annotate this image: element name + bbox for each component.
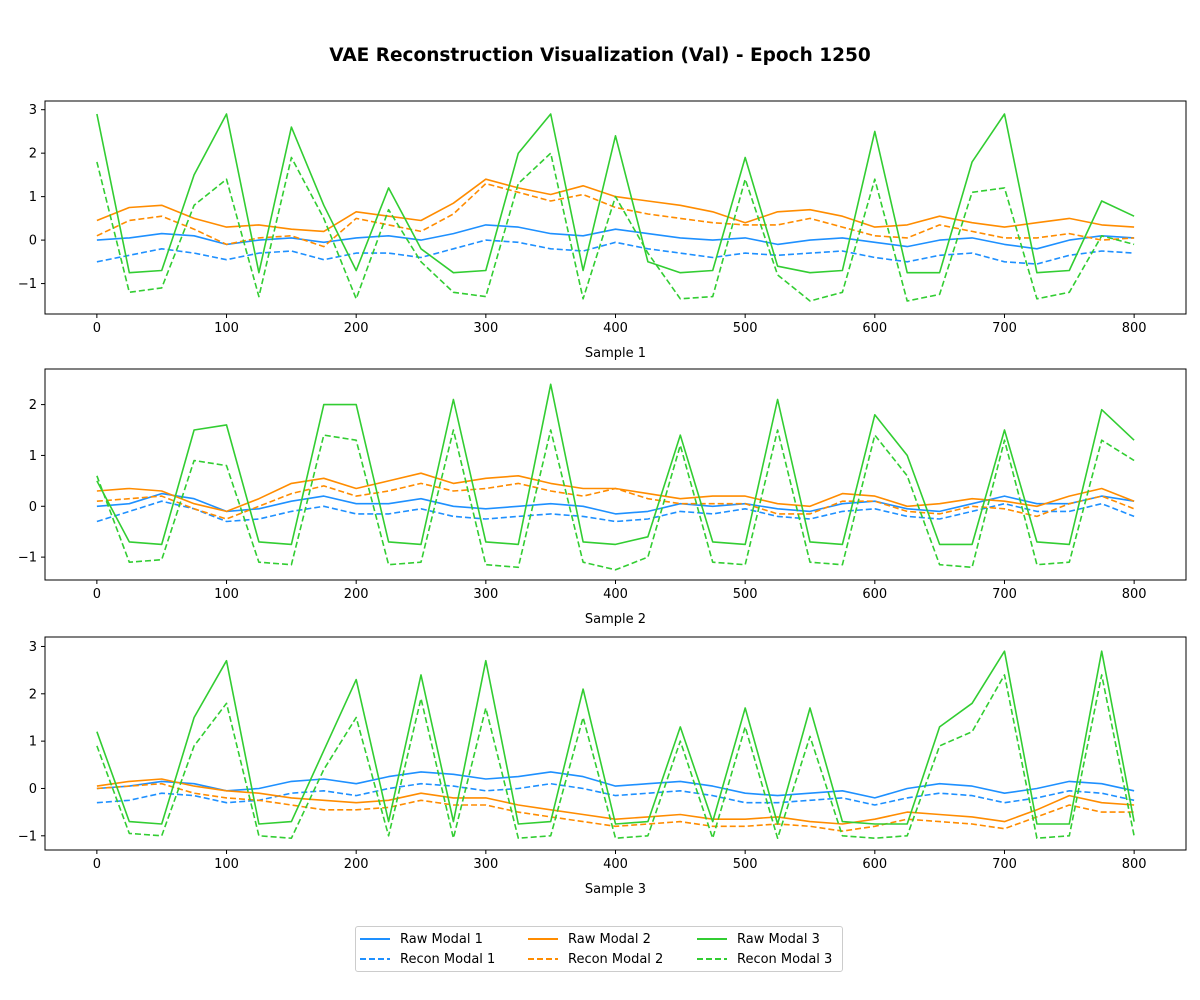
chart-sample-3: 0 100 200 300 400 500 600 700 800 −1 0 1 2 3 Sample 3 (18, 636, 1187, 897)
legend-label-recon-modal-2: Recon Modal 2 (568, 951, 664, 967)
x-axis-label-sample-1: Sample 1 (585, 346, 646, 361)
x-tick-label-0-sample-2: 0 (93, 587, 101, 602)
x-tick-label-200-sample-2: 200 (344, 587, 369, 602)
x-tick-label-100-sample-2: 100 (214, 587, 239, 602)
series-recon-modal-1-sample-3 (96, 782, 1135, 806)
series-raw-modal-1-sample-3 (96, 771, 1135, 799)
chart-sample-1: 0 100 200 300 400 500 600 700 800 −1 0 1 2 3 Sample 1 (18, 100, 1187, 361)
legend-item-raw-modal-2: Raw Modal 2 (528, 929, 651, 949)
x-tick-label-200-sample-1: 200 (344, 321, 369, 336)
x-tick-label-800-sample-2: 800 (1122, 587, 1147, 602)
x-tick-label-400-sample-2: 400 (603, 587, 628, 602)
x-tick-label-100-sample-1: 100 (214, 321, 239, 336)
x-tick-label-300-sample-3: 300 (473, 857, 498, 872)
series-recon-modal-2-sample-1 (96, 182, 1135, 248)
y-tick-label-2-sample-1: 2 (29, 147, 37, 162)
legend-swatch-raw-modal-2 (528, 938, 558, 940)
series-raw-modal-2-sample-2 (96, 472, 1135, 513)
x-tick-label-500-sample-2: 500 (733, 587, 758, 602)
x-tick-label-800-sample-1: 800 (1122, 321, 1147, 336)
x-tick-label-400-sample-1: 400 (603, 321, 628, 336)
legend-label-recon-modal-3: Recon Modal 3 (737, 951, 833, 967)
legend-label-raw-modal-1: Raw Modal 1 (400, 931, 483, 947)
legend-swatch-raw-modal-3 (697, 938, 727, 940)
series-raw-modal-3-sample-3 (96, 650, 1135, 825)
y-tick-label-3-sample-3: 3 (29, 640, 37, 655)
series-raw-modal-2-sample-3 (96, 778, 1135, 825)
y-tick-label-0-sample-1: 0 (29, 234, 37, 249)
y-tick-label-1-sample-1: 1 (29, 190, 37, 205)
x-tick-label-0-sample-3: 0 (93, 857, 101, 872)
series-recon-modal-2-sample-2 (96, 482, 1135, 520)
legend-label-raw-modal-2: Raw Modal 2 (568, 931, 651, 947)
legend-swatch-recon-modal-1 (360, 958, 390, 960)
legend-label-recon-modal-1: Recon Modal 1 (400, 951, 496, 967)
x-tick-label-700-sample-3: 700 (992, 857, 1017, 872)
x-tick-label-100-sample-3: 100 (214, 857, 239, 872)
y-tick-label--1-sample-1: −1 (18, 277, 37, 292)
y-tick-label-2-sample-2: 2 (29, 398, 37, 413)
legend-item-raw-modal-1: Raw Modal 1 (360, 929, 483, 949)
x-axis-label-sample-3: Sample 3 (585, 882, 646, 897)
y-tick-label--1-sample-3: −1 (18, 829, 37, 844)
x-axis-label-sample-2: Sample 2 (585, 612, 646, 627)
series-recon-modal-3-sample-2 (96, 429, 1135, 571)
x-tick-label-700-sample-1: 700 (992, 321, 1017, 336)
y-tick-label-3-sample-1: 3 (29, 103, 37, 118)
x-tick-label-700-sample-2: 700 (992, 587, 1017, 602)
chart-sample-2: 0 100 200 300 400 500 600 700 800 −1 0 1 2 Sample 2 (18, 368, 1187, 627)
series-recon-modal-3-sample-1 (96, 152, 1135, 302)
legend-label-raw-modal-3: Raw Modal 3 (737, 931, 820, 947)
legend-swatch-raw-modal-1 (360, 938, 390, 940)
x-tick-label-200-sample-3: 200 (344, 857, 369, 872)
x-tick-label-800-sample-3: 800 (1122, 857, 1147, 872)
series-raw-modal-3-sample-1 (96, 113, 1135, 274)
figure-title: VAE Reconstruction Visualization (Val) -… (329, 45, 871, 66)
y-tick-label-0-sample-2: 0 (29, 500, 37, 515)
legend-swatch-recon-modal-2 (528, 958, 558, 960)
legend: Raw Modal 1 Recon Modal 1 Raw Modal 2 Re… (355, 926, 843, 972)
legend-item-raw-modal-3: Raw Modal 3 (697, 929, 820, 949)
x-tick-label-300-sample-2: 300 (473, 587, 498, 602)
x-tick-label-0-sample-1: 0 (93, 321, 101, 336)
x-tick-label-600-sample-2: 600 (862, 587, 887, 602)
series-group-sample-1 (96, 113, 1135, 302)
legend-item-recon-modal-2: Recon Modal 2 (528, 949, 663, 969)
y-tick-label-0-sample-3: 0 (29, 782, 37, 797)
series-raw-modal-1-sample-2 (96, 492, 1135, 515)
x-tick-label-600-sample-3: 600 (862, 857, 887, 872)
x-tick-label-500-sample-1: 500 (733, 321, 758, 336)
series-raw-modal-2-sample-1 (96, 178, 1135, 233)
legend-item-recon-modal-1: Recon Modal 1 (360, 949, 495, 969)
y-tick-label-1-sample-3: 1 (29, 735, 37, 750)
x-tick-label-400-sample-3: 400 (603, 857, 628, 872)
series-recon-modal-3-sample-3 (96, 674, 1135, 840)
plot-frame-sample-2 (44, 368, 1187, 581)
y-tick-label-2-sample-3: 2 (29, 687, 37, 702)
series-raw-modal-3-sample-2 (96, 383, 1135, 546)
y-tick-label-1-sample-2: 1 (29, 449, 37, 464)
y-tick-label--1-sample-2: −1 (18, 551, 37, 566)
x-tick-label-500-sample-3: 500 (733, 857, 758, 872)
x-tick-label-300-sample-1: 300 (473, 321, 498, 336)
series-group-sample-3 (96, 650, 1135, 840)
legend-item-recon-modal-3: Recon Modal 3 (697, 949, 832, 969)
series-recon-modal-2-sample-3 (96, 782, 1135, 832)
x-tick-label-600-sample-1: 600 (862, 321, 887, 336)
series-raw-modal-1-sample-1 (96, 224, 1135, 250)
legend-swatch-recon-modal-3 (697, 958, 727, 960)
series-group-sample-2 (96, 383, 1135, 571)
